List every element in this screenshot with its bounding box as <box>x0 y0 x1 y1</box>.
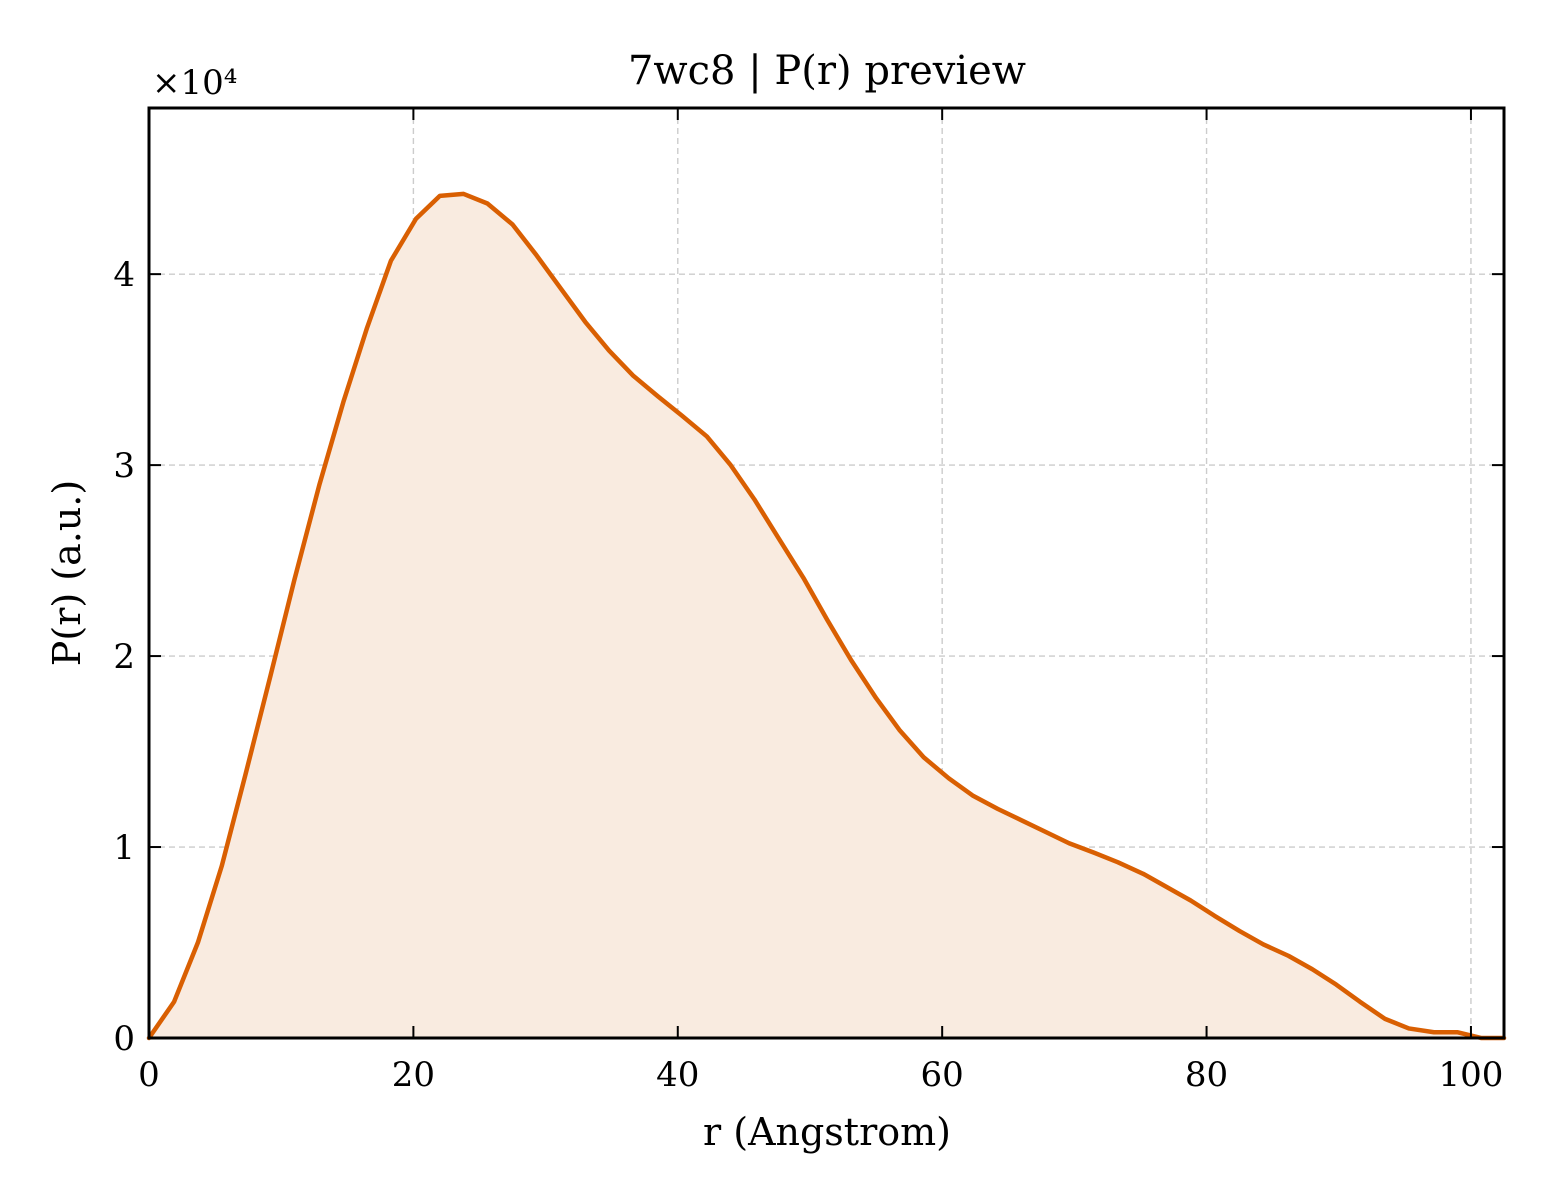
y-tick-label: 1 <box>113 828 135 868</box>
y-tick-label: 3 <box>113 446 135 486</box>
series-line <box>146 191 1507 1041</box>
x-tick-label: 100 <box>1438 1055 1503 1095</box>
plot-frame <box>147 106 1506 1040</box>
x-tick-label: 60 <box>921 1055 964 1095</box>
chart-title: 7wc8 | P(r) preview <box>628 48 1026 94</box>
y-tick-label: 4 <box>113 255 135 295</box>
x-tick-label: 80 <box>1185 1055 1228 1095</box>
x-tick-label: 40 <box>656 1055 699 1095</box>
y-axis-label: P(r) (a.u.) <box>45 480 89 666</box>
ticks: 0 20 40 60 80 100 0 1 2 3 4 <box>113 108 1504 1095</box>
x-axis-label: r (Angstrom) <box>703 1110 951 1154</box>
y-multiplier: ×10⁴ <box>152 63 237 103</box>
x-tick-label: 0 <box>138 1055 160 1095</box>
y-tick-label: 2 <box>113 637 135 677</box>
x-tick-label: 20 <box>392 1055 435 1095</box>
area-fill <box>149 193 1504 1038</box>
y-tick-label: 0 <box>113 1019 135 1059</box>
